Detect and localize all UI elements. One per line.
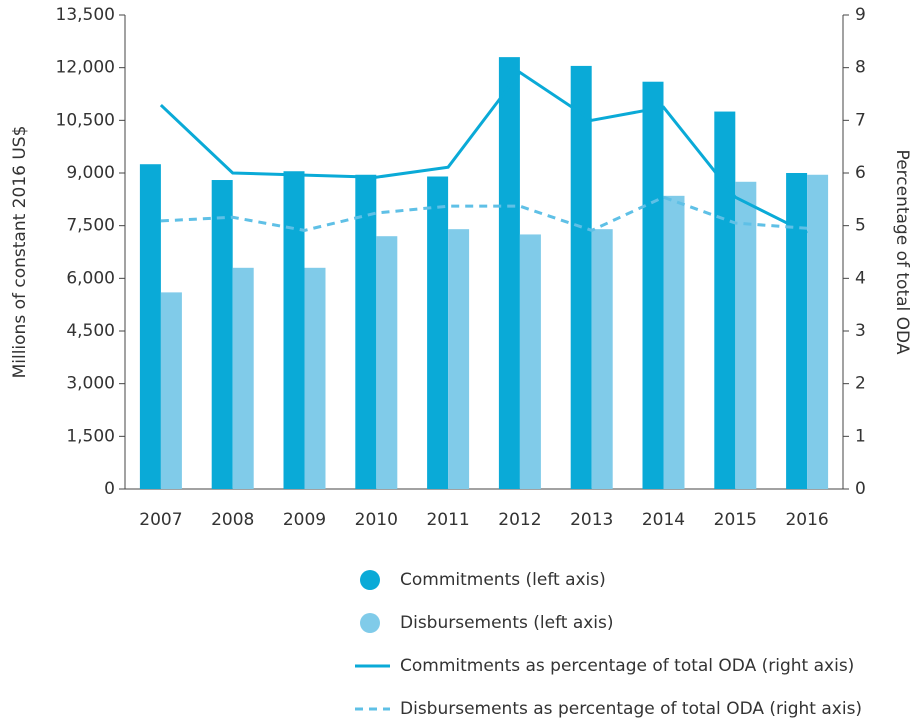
x-tick-label: 2007 xyxy=(139,510,182,530)
line xyxy=(160,195,808,233)
bar xyxy=(376,236,398,489)
x-tick-label: 2016 xyxy=(785,510,828,530)
y2-tick-label: 1 xyxy=(855,426,866,446)
bar xyxy=(448,229,470,489)
y2-tick-label: 7 xyxy=(855,110,866,130)
line xyxy=(159,70,808,235)
bar xyxy=(786,173,808,489)
legend-label: Commitments as percentage of total ODA (… xyxy=(400,656,854,676)
bar xyxy=(211,180,233,489)
y2-tick-label: 0 xyxy=(855,479,866,499)
x-tick-label: 2013 xyxy=(570,510,613,530)
x-tick-label: 2010 xyxy=(355,510,398,530)
x-tick-label: 2012 xyxy=(498,510,541,530)
legend-marker xyxy=(360,570,380,590)
y-tick-label: 3,000 xyxy=(66,374,115,394)
x-tick-label: 2009 xyxy=(283,510,326,530)
y2-tick-label: 8 xyxy=(855,58,866,78)
y-tick-label: 1,500 xyxy=(66,426,115,446)
y2-tick-label: 6 xyxy=(855,163,866,183)
bar xyxy=(498,57,520,490)
x-tick-label: 2014 xyxy=(642,510,685,530)
bar xyxy=(663,195,685,490)
y-tick-label: 6,000 xyxy=(66,268,115,288)
bar xyxy=(160,292,182,489)
legend-label: Disbursements as percentage of total ODA… xyxy=(400,699,862,719)
y-tick-label: 4,500 xyxy=(66,321,115,341)
y-tick-label: 0 xyxy=(104,479,115,499)
bar xyxy=(570,65,592,490)
y-tick-label: 9,000 xyxy=(66,163,115,183)
bar xyxy=(807,174,829,489)
y-tick-label: 13,500 xyxy=(56,5,115,25)
y-tick-label: 12,000 xyxy=(56,58,115,78)
y2-tick-label: 5 xyxy=(855,216,866,236)
bar xyxy=(427,176,449,489)
y2-tick-label: 2 xyxy=(855,374,866,394)
bar xyxy=(714,111,736,490)
y2-tick-label: 3 xyxy=(855,321,866,341)
bar xyxy=(519,234,541,489)
y-axis-label: Millions of constant 2016 US$ xyxy=(10,126,30,379)
y2-axis-label: Percentage of total ODA xyxy=(892,150,912,355)
legend-label: Commitments (left axis) xyxy=(400,570,606,590)
bar xyxy=(283,171,305,489)
bar xyxy=(642,81,664,489)
bar xyxy=(591,229,613,489)
bar xyxy=(735,181,757,489)
legend-label: Disbursements (left axis) xyxy=(400,613,614,633)
legend-marker xyxy=(360,613,380,633)
bar xyxy=(139,164,161,489)
bar xyxy=(355,174,377,489)
x-tick-label: 2011 xyxy=(426,510,469,530)
x-tick-label: 2008 xyxy=(211,510,254,530)
y2-tick-label: 9 xyxy=(855,5,866,25)
bar xyxy=(232,267,254,489)
y2-tick-label: 4 xyxy=(855,268,866,288)
y-tick-label: 7,500 xyxy=(66,216,115,236)
x-tick-label: 2015 xyxy=(714,510,757,530)
bar xyxy=(304,267,326,489)
y-tick-label: 10,500 xyxy=(56,110,115,130)
